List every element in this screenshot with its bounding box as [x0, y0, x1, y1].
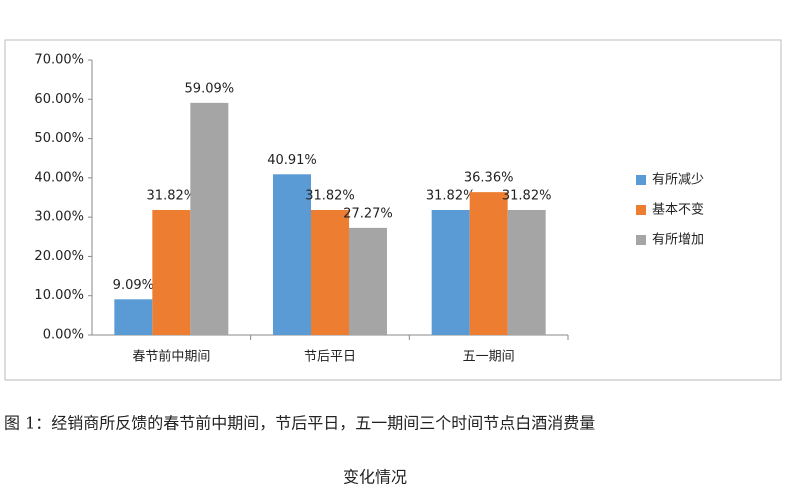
bar — [431, 209, 470, 335]
y-tick-label: 10.00% — [34, 288, 84, 303]
legend-label: 有所增加 — [652, 233, 704, 248]
value-label: 31.82% — [426, 188, 476, 203]
value-label: 31.82% — [502, 188, 552, 203]
bar — [190, 102, 229, 335]
y-tick-label: 70.00% — [34, 53, 84, 68]
bar — [273, 174, 311, 335]
bar — [349, 227, 387, 335]
value-label: 31.82% — [305, 188, 355, 203]
x-tick-label: 五一期间 — [463, 350, 515, 365]
y-tick-label: 0.00% — [43, 328, 84, 343]
y-tick-label: 30.00% — [34, 210, 84, 225]
caption: 变化情况 — [343, 468, 407, 487]
value-label: 59.09% — [185, 81, 235, 96]
x-tick-label: 节后平日 — [304, 350, 356, 365]
value-label: 31.82% — [147, 188, 197, 203]
legend-swatch — [636, 205, 646, 215]
value-label: 40.91% — [267, 153, 317, 168]
y-tick-label: 50.00% — [34, 131, 84, 146]
x-tick-label: 春节前中期间 — [132, 349, 210, 365]
value-label: 27.27% — [343, 206, 393, 221]
bar — [507, 209, 546, 335]
y-tick-label: 40.00% — [34, 170, 84, 185]
value-label: 36.36% — [464, 171, 514, 186]
legend-swatch — [636, 235, 646, 245]
bar — [311, 209, 349, 335]
bar — [469, 192, 508, 335]
legend-label: 有所减少 — [652, 173, 704, 188]
legend-label: 基本不变 — [652, 202, 704, 218]
legend-swatch — [636, 175, 646, 185]
value-label: 9.09% — [113, 278, 154, 293]
bar — [152, 209, 191, 335]
y-tick-label: 20.00% — [34, 249, 84, 264]
y-tick-label: 60.00% — [34, 92, 84, 107]
caption: 图 1：经销商所反馈的春节前中期间，节后平日，五一期间三个时间节点白酒消费量 — [4, 414, 595, 433]
bar — [114, 299, 153, 335]
